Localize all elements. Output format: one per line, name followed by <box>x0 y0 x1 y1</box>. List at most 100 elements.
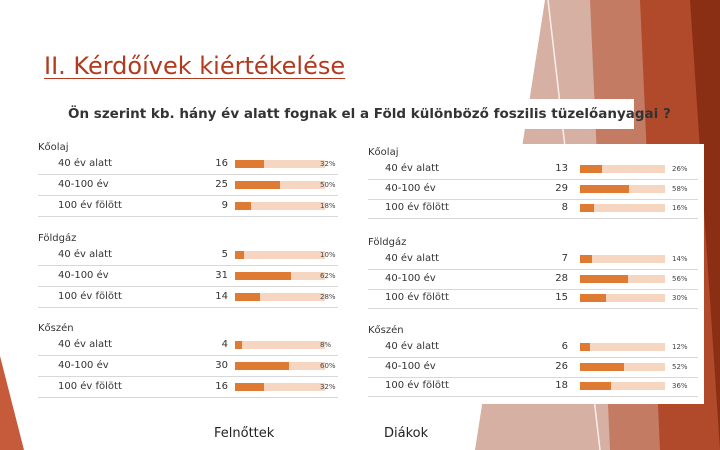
answer-percent: 32% <box>320 160 336 168</box>
answer-percent: 60% <box>320 362 336 370</box>
answer-count: 28 <box>555 272 568 284</box>
answer-label: 40-100 év <box>58 179 109 190</box>
answer-bar-track <box>235 341 325 349</box>
answer-bar <box>235 383 264 391</box>
answer-percent: 26% <box>672 165 688 173</box>
adults-result-row: 40 év alatt 4 8% <box>38 336 338 356</box>
answer-bar <box>580 274 628 283</box>
answer-bar <box>580 255 592 263</box>
answer-label: 40 év alatt <box>385 341 440 352</box>
answer-bar-track <box>580 343 665 351</box>
answer-percent: 52% <box>672 362 688 371</box>
answer-bar-track <box>235 362 325 370</box>
answer-count: 7 <box>561 253 568 264</box>
answer-bar <box>580 382 611 390</box>
students-result-row: 40 év alatt 7 14% <box>368 250 698 270</box>
answer-label: 100 év fölött <box>385 292 449 303</box>
answer-count: 16 <box>215 158 228 169</box>
answer-percent: 30% <box>672 294 688 302</box>
answer-bar <box>235 341 243 349</box>
answer-label: 40 év alatt <box>385 163 440 174</box>
left-corner-shape <box>0 356 24 450</box>
answer-percent: 32% <box>320 383 336 391</box>
answer-count: 5 <box>221 249 228 260</box>
answer-bar <box>580 184 630 193</box>
students-result-row: 40 év alatt 6 12% <box>368 338 698 358</box>
right-edge-shape <box>690 0 720 450</box>
students-caption: Diákok <box>384 426 429 441</box>
answer-count: 14 <box>215 291 228 302</box>
adults-result-row: 40-100 év 30 60% <box>38 357 338 377</box>
answer-count: 18 <box>555 380 568 391</box>
students-result-row: 40-100 év 28 56% <box>368 270 698 290</box>
answer-count: 25 <box>215 179 228 190</box>
adults-result-row: 100 év fölött 9 18% <box>38 197 338 217</box>
answer-label: 40 év alatt <box>58 249 113 260</box>
adults-caption: Felnőttek <box>214 426 275 441</box>
answer-percent: 36% <box>672 382 688 390</box>
answer-bar-track <box>580 184 665 193</box>
answer-count: 30 <box>215 360 228 371</box>
answer-bar <box>235 272 291 280</box>
answer-bar-track <box>235 160 325 168</box>
answer-bar <box>235 362 289 370</box>
answer-percent: 16% <box>672 204 688 212</box>
adults-result-row: 40-100 év 25 50% <box>38 176 338 196</box>
answer-bar-track <box>235 293 325 301</box>
adults-result-row: 40-100 év 31 62% <box>38 267 338 287</box>
adults-group-title: Kőszén <box>38 323 74 334</box>
answer-label: 40 év alatt <box>58 339 113 350</box>
answer-bar-track <box>580 382 665 390</box>
answer-count: 15 <box>555 292 568 303</box>
answer-count: 29 <box>555 182 568 194</box>
answer-bar-track <box>580 294 665 302</box>
students-result-row: 40 év alatt 13 26% <box>368 160 698 180</box>
students-result-row: 40-100 év 26 52% <box>368 358 698 378</box>
answer-bar-track <box>580 362 665 371</box>
answer-bar-track <box>235 383 325 391</box>
students-result-row: 100 év fölött 18 36% <box>368 377 698 397</box>
answer-label: 40-100 év <box>58 360 109 371</box>
answer-count: 6 <box>561 341 568 352</box>
answer-percent: 8% <box>320 341 332 349</box>
answer-bar-track <box>580 255 665 263</box>
answer-label: 100 év fölött <box>385 380 449 391</box>
adults-result-row: 40 év alatt 16 32% <box>38 155 338 175</box>
answer-label: 40-100 év <box>385 272 436 284</box>
adults-result-row: 40 év alatt 5 10% <box>38 246 338 266</box>
answer-bar <box>580 204 594 212</box>
answer-label: 40-100 év <box>58 270 109 281</box>
answer-label: 40 év alatt <box>385 253 440 264</box>
answer-label: 100 év fölött <box>58 200 122 211</box>
answer-percent: 56% <box>672 274 688 283</box>
answer-bar <box>580 294 606 302</box>
adults-group-title: Kőolaj <box>38 142 69 153</box>
answer-label: 40 év alatt <box>58 158 113 169</box>
answer-bar-track <box>235 181 325 189</box>
adults-group-title: Földgáz <box>38 233 77 244</box>
answer-bar <box>235 251 244 259</box>
answer-bar <box>580 362 625 371</box>
answer-percent: 10% <box>320 251 336 259</box>
answer-bar-track <box>235 202 325 210</box>
answer-label: 40-100 év <box>385 182 436 194</box>
answer-count: 8 <box>561 202 568 213</box>
answer-percent: 28% <box>320 293 336 301</box>
students-result-row: 100 év fölött 8 16% <box>368 199 698 219</box>
answer-percent: 58% <box>672 184 688 193</box>
answer-label: 100 év fölött <box>58 381 122 392</box>
answer-count: 26 <box>555 360 568 372</box>
answer-count: 9 <box>221 200 228 211</box>
answer-label: 100 év fölött <box>385 202 449 213</box>
answer-bar <box>235 293 261 301</box>
slide-title: II. Kérdőívek kiértékelése <box>44 52 346 80</box>
answer-bar <box>235 160 264 168</box>
answer-bar-track <box>235 272 325 280</box>
answer-percent: 12% <box>672 343 688 351</box>
answer-bar-track <box>235 251 325 259</box>
answer-percent: 50% <box>320 181 336 189</box>
answer-bar <box>580 343 591 351</box>
answer-percent: 18% <box>320 202 336 210</box>
answer-bar <box>580 165 603 173</box>
answer-percent: 62% <box>320 272 336 280</box>
